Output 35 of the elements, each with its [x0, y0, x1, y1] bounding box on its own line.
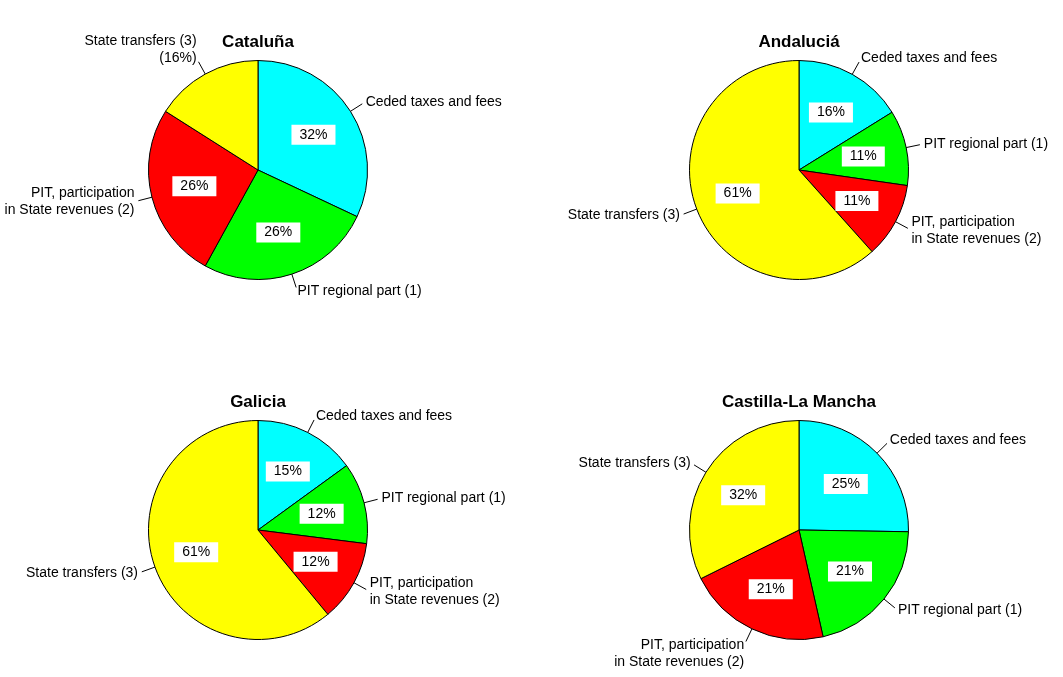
- chart-title: Galicia: [230, 391, 287, 411]
- data-label: 11%: [843, 191, 871, 208]
- slice-label: PIT, participation in State revenues (2): [911, 212, 1042, 246]
- slice-label: State transfers (3): [578, 453, 691, 470]
- slice-label: State transfers (3): [25, 564, 139, 581]
- slice-label: PIT regional part (1): [897, 601, 1023, 618]
- slice-label: PIT regional part (1): [923, 134, 1049, 151]
- slice-label: State transfers (3): [567, 206, 680, 223]
- data-label: 32%: [299, 125, 328, 142]
- data-label: 12%: [301, 552, 330, 569]
- chart-title: Castilla-La Mancha: [722, 391, 877, 411]
- data-label: 12%: [307, 504, 336, 521]
- slice-label: Ceded taxes and fees: [315, 407, 453, 424]
- data-label: 26%: [180, 177, 209, 194]
- data-label: 15%: [273, 462, 302, 479]
- chart-title: Andaluciá: [758, 31, 841, 51]
- data-label: 26%: [264, 223, 293, 240]
- slice-label: PIT, participation in State revenues (2): [369, 573, 500, 607]
- slice-label: Ceded taxes and fees: [889, 431, 1027, 448]
- chart-title: Cataluña: [222, 31, 295, 51]
- data-label: 21%: [756, 580, 785, 597]
- slice-label: PIT, participation in State revenues (2): [4, 184, 135, 218]
- slice-label: Ceded taxes and fees: [365, 92, 502, 109]
- data-label: 61%: [723, 184, 752, 201]
- data-label: 25%: [831, 474, 860, 491]
- data-label: 11%: [849, 147, 877, 164]
- slice-label: State transfers (3) (16%): [84, 32, 197, 66]
- data-label: 16%: [816, 103, 845, 120]
- data-label: 21%: [835, 562, 865, 579]
- slice-label: PIT, participation in State revenues (2): [614, 635, 745, 669]
- data-label: 32%: [729, 486, 758, 503]
- slice-label: Ceded taxes and fees: [860, 49, 998, 66]
- slice-label: PIT regional part (1): [381, 489, 506, 506]
- data-label: 61%: [182, 543, 211, 560]
- slice-label: PIT regional part (1): [297, 282, 422, 299]
